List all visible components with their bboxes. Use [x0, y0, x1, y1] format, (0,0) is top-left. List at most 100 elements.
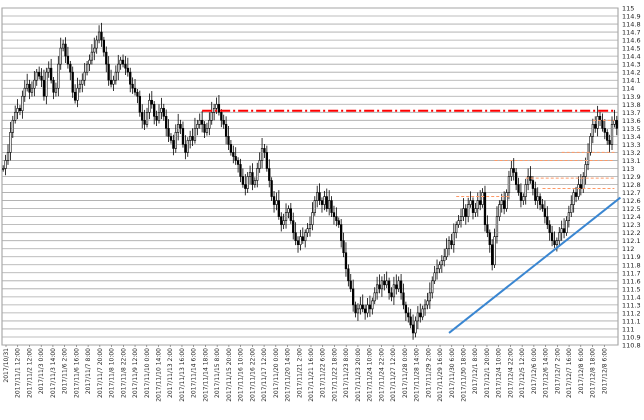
x-tick-label: 2017/11/21 16:00: [308, 348, 315, 402]
y-tick-label: 113.2: [622, 149, 641, 157]
x-tick-label: 2017/11/3 14:00: [50, 348, 57, 398]
y-tick-label: 114.3: [622, 61, 641, 69]
candle-body: [155, 116, 158, 121]
x-tick-label: 2017/11/20 14:00: [285, 348, 292, 402]
candle-body: [143, 120, 146, 125]
candle-body: [296, 240, 300, 246]
candle-body: [510, 168, 513, 177]
candle-body: [423, 304, 427, 310]
candle-body: [198, 120, 201, 125]
candle-body: [594, 124, 597, 129]
candle-body: [153, 103, 156, 117]
candle-body: [361, 304, 364, 310]
candle-body: [459, 216, 463, 221]
candle-body: [289, 208, 292, 221]
candle-body: [455, 224, 458, 233]
candle-body: [169, 136, 173, 141]
x-tick-label: 2017/12/7 2:00: [554, 348, 561, 394]
candle-body: [445, 248, 448, 258]
y-tick-label: 110.9: [622, 333, 641, 341]
candle-body: [64, 43, 67, 57]
candle-body: [495, 216, 499, 237]
x-tick-label: 2017/11/10 14:00: [156, 348, 163, 402]
candle-body: [476, 200, 479, 209]
candle-body: [220, 112, 223, 121]
candle-body: [148, 99, 151, 113]
candle-body: [488, 232, 491, 246]
x-tick-label: 2017/11/16 10:00: [238, 348, 245, 402]
candle-body: [390, 292, 393, 298]
candle-body: [241, 176, 245, 185]
y-tick-label: 114.7: [622, 29, 641, 37]
x-tick-label: 2017/11/13 16:00: [179, 348, 186, 402]
candle-body: [363, 308, 367, 314]
candle-body: [335, 216, 338, 221]
y-tick-label: 111.9: [622, 253, 641, 261]
candle-body: [212, 107, 216, 113]
candle-body: [438, 264, 441, 270]
candle-body: [359, 304, 362, 310]
candle-body: [18, 107, 22, 112]
x-tick-label: 2017/12/5 12:00: [519, 348, 526, 398]
x-tick-label: 2017/11/24 22:00: [378, 348, 385, 402]
x-tick-label: 2017/11/8 10:00: [109, 348, 116, 398]
candle-body: [26, 83, 29, 89]
y-tick-label: 112.3: [622, 221, 641, 229]
candle-body: [277, 200, 280, 217]
candle-body: [397, 280, 400, 290]
candle-body: [332, 212, 336, 217]
y-tick-label: 111: [622, 325, 634, 333]
x-tick-label: 2017/11/7 8:00: [85, 348, 92, 394]
candle-body: [404, 304, 408, 314]
candle-body: [95, 39, 98, 49]
x-tick-label: 2017/11/13 2:00: [167, 348, 174, 398]
candle-body: [342, 240, 345, 254]
candle-body: [81, 79, 84, 85]
candle-body: [227, 136, 230, 145]
candle-body: [373, 292, 376, 302]
y-tick-label: 112.9: [622, 173, 641, 181]
candle-body: [447, 240, 451, 250]
candle-body: [186, 140, 189, 153]
candle-body: [608, 140, 611, 145]
candle-body: [464, 208, 467, 217]
candle-body: [486, 224, 489, 233]
y-tick-label: 113.7: [622, 109, 641, 117]
candle-body: [565, 220, 568, 233]
y-tick-label: 113.5: [622, 125, 641, 133]
candle-body: [462, 208, 465, 217]
x-tick-label: 2017/11/7 20:00: [97, 348, 104, 398]
candle-body: [40, 75, 43, 81]
candle-body: [589, 136, 592, 153]
y-tick-label: 113: [622, 165, 634, 173]
x-tick-label: 2017/12/4 10:00: [496, 348, 503, 398]
candle-body: [109, 79, 113, 85]
y-tick-label: 113.8: [622, 101, 641, 109]
x-tick-label: 2017/11/20 0:00: [273, 348, 280, 398]
candle-body: [162, 107, 165, 117]
candle-body: [371, 300, 374, 310]
candle-body: [526, 176, 530, 185]
candle-body: [150, 99, 153, 105]
candle-body: [112, 79, 115, 85]
candle-body: [284, 212, 288, 221]
candle-body: [387, 280, 391, 294]
x-tick-label: 2017/11/22 18:00: [331, 348, 338, 402]
candle-body: [548, 224, 551, 233]
candle-body: [450, 240, 453, 246]
x-tick-label: 2017/12/8 6:00: [601, 348, 608, 394]
x-tick-label: 2017/11/29 2:00: [425, 348, 432, 398]
candle-body: [117, 63, 120, 73]
candle-body: [546, 216, 549, 225]
x-tick-label: 2017/11/9 12:00: [132, 348, 139, 398]
candle-body: [23, 87, 26, 97]
candle-body: [90, 51, 94, 61]
candle-body: [177, 124, 180, 133]
candle-body: [42, 79, 46, 97]
candle-body: [481, 192, 484, 205]
candle-body: [4, 160, 7, 169]
candle-body: [229, 144, 233, 153]
candle-body: [505, 192, 508, 209]
candle-body: [181, 128, 185, 145]
candle-body: [560, 228, 563, 233]
